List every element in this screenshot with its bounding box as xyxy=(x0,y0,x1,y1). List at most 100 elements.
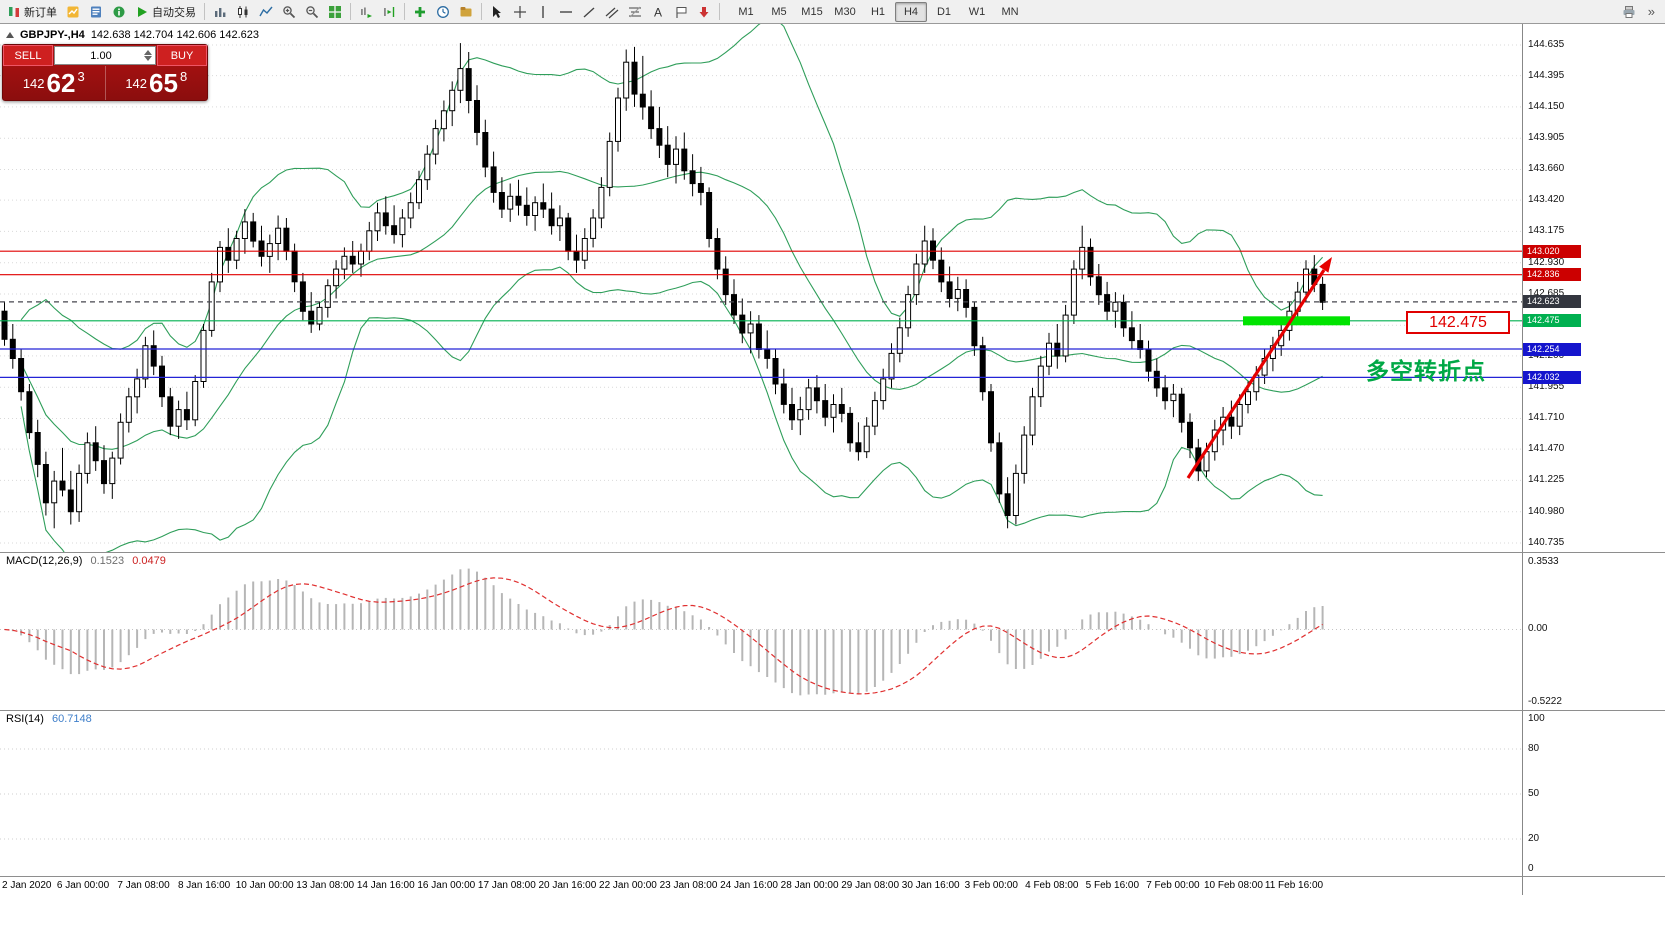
timeframe-button-h4[interactable]: H4 xyxy=(895,1,927,22)
support-highlight-bar[interactable] xyxy=(1243,316,1350,326)
time-axis-label: 22 Jan 00:00 xyxy=(599,880,657,891)
macd-histogram xyxy=(11,568,1324,696)
price-tag: 142.032 xyxy=(1523,371,1581,384)
zoom-out-icon xyxy=(306,5,319,18)
line-chart-button[interactable] xyxy=(255,2,277,22)
price-scale-label: 143.420 xyxy=(1528,194,1565,205)
timeframe-button-m15[interactable]: M15 xyxy=(801,5,823,18)
bar-chart-icon xyxy=(215,7,226,17)
data-window-button[interactable] xyxy=(85,2,107,22)
bollinger-bands xyxy=(20,24,1324,552)
price-scale-label: 141.955 xyxy=(1528,381,1565,392)
price-tag: 142.836 xyxy=(1523,268,1581,281)
fibonacci-icon xyxy=(629,6,641,17)
macd-signal-value: 0.0479 xyxy=(132,555,166,567)
time-axis-label: 17 Jan 08:00 xyxy=(477,880,536,891)
trend-arrow-head xyxy=(1319,257,1332,273)
trend-arrow-line[interactable] xyxy=(1186,269,1326,479)
volume-field[interactable] xyxy=(54,46,156,65)
strategy-tester-icon xyxy=(113,6,125,17)
time-axis-label: 14 Jan 16:00 xyxy=(356,880,415,891)
auto-scroll-button[interactable] xyxy=(355,2,377,22)
price-scale[interactable]: 144.635 144.395 144.150 143.905 143.660 143.4… xyxy=(1522,24,1665,895)
time-axis[interactable]: 2 Jan 2020 6 Jan 00:00 7 Jan 08:00 8 Jan 16… xyxy=(0,877,1522,895)
label-tool-button[interactable] xyxy=(670,2,692,22)
main-chart[interactable] xyxy=(0,24,1522,552)
zoom-out-button[interactable] xyxy=(301,2,323,22)
timeframe-button-w1[interactable]: W1 xyxy=(968,5,986,18)
time-axis-label: 28 Jan 00:00 xyxy=(780,880,839,891)
print-button[interactable] xyxy=(1618,2,1640,22)
price-flag-annotation[interactable]: 142.475 xyxy=(1406,311,1510,334)
timeframe-button-m5[interactable]: M5 xyxy=(771,5,787,18)
price-scale-label: 143.175 xyxy=(1528,225,1565,236)
rsi-scale-label: 20 xyxy=(1528,833,1540,844)
channel-tool-button[interactable] xyxy=(601,2,623,22)
bar-chart-button[interactable] xyxy=(209,2,231,22)
candlestick-chart-button[interactable] xyxy=(232,2,254,22)
arrows-tool-button[interactable] xyxy=(693,2,715,22)
macd-pane[interactable] xyxy=(0,553,1522,710)
volume-increase-button[interactable] xyxy=(144,50,152,55)
chart-shift-button[interactable] xyxy=(378,2,400,22)
pane-separator[interactable] xyxy=(0,552,1665,553)
tile-windows-icon xyxy=(329,5,341,18)
timeframe-button-m1[interactable]: M1 xyxy=(738,5,754,18)
pane-separator[interactable] xyxy=(0,710,1665,711)
overflow-chevrons: » xyxy=(1647,4,1655,19)
candlestick-chart-icon xyxy=(238,5,248,18)
buy-price-display[interactable]: 142 65 8 xyxy=(104,66,208,100)
rsi-value: 60.7148 xyxy=(51,713,92,725)
price-scale-label: 142.930 xyxy=(1528,257,1565,268)
time-axis-label: 7 Feb 00:00 xyxy=(1146,880,1200,891)
zoom-in-button[interactable] xyxy=(278,2,300,22)
time-axis-label: 30 Jan 16:00 xyxy=(901,880,960,891)
horizontal-line-tool-button[interactable] xyxy=(555,2,577,22)
macd-label-row: MACD(12,26,9) 0.1523 0.0479 xyxy=(6,555,166,567)
cursor-tool-button[interactable] xyxy=(486,2,508,22)
text-tool-button[interactable]: A xyxy=(647,2,669,22)
buy-price-big: 65 xyxy=(149,68,178,98)
trendline-tool-button[interactable] xyxy=(578,2,600,22)
strategy-tester-button[interactable] xyxy=(108,2,130,22)
templates-button[interactable] xyxy=(455,2,477,22)
volume-decrease-button[interactable] xyxy=(144,56,152,61)
rsi-scale-label: 50 xyxy=(1528,788,1540,799)
time-axis-label: 16 Jan 00:00 xyxy=(417,880,476,891)
auto-trading-button[interactable]: 自动交易 xyxy=(131,2,200,22)
rsi-pane[interactable] xyxy=(0,711,1522,876)
indicators-button[interactable] xyxy=(409,2,431,22)
line-chart-icon xyxy=(259,6,273,16)
timeframe-button-m30[interactable]: M30 xyxy=(834,5,856,18)
timeframe-button-d1[interactable]: D1 xyxy=(936,5,952,18)
volume-input[interactable] xyxy=(55,48,155,63)
price-tag: 142.623 xyxy=(1523,295,1581,308)
buy-button[interactable]: BUY xyxy=(157,45,207,66)
timeframe-button-mn[interactable]: MN xyxy=(1001,5,1019,18)
toolbar-overflow-button[interactable]: » xyxy=(1641,2,1662,22)
time-axis-label: 20 Jan 16:00 xyxy=(538,880,597,891)
sell-price-sup: 3 xyxy=(77,68,85,84)
chart-annotations xyxy=(1186,257,1350,479)
rsi-scale-label: 80 xyxy=(1528,743,1540,754)
tile-windows-button[interactable] xyxy=(324,2,346,22)
sell-price-display[interactable]: 142 62 3 xyxy=(3,66,105,100)
horizontal-line-icon xyxy=(560,10,572,13)
turning-point-label[interactable]: 多空转折点 xyxy=(1366,358,1486,384)
fibonacci-tool-button[interactable] xyxy=(624,2,646,22)
rsi-label-row: RSI(14) 60.7148 xyxy=(6,713,92,725)
price-scale-label: 142.685 xyxy=(1528,288,1565,299)
price-scale-label: 140.735 xyxy=(1528,537,1565,548)
toolbar-separator xyxy=(204,3,205,20)
periods-button[interactable] xyxy=(432,2,454,22)
timeframe-button-h1[interactable]: H1 xyxy=(870,5,886,18)
pane-separator[interactable] xyxy=(0,876,1665,877)
vertical-line-tool-button[interactable] xyxy=(532,2,554,22)
new-order-button[interactable]: 新订单 xyxy=(3,2,61,22)
sell-button[interactable]: SELL xyxy=(3,45,53,66)
text-icon: A xyxy=(654,5,662,19)
new-order-icon xyxy=(9,6,19,17)
crosshair-tool-button[interactable] xyxy=(509,2,531,22)
market-watch-button[interactable] xyxy=(62,2,84,22)
